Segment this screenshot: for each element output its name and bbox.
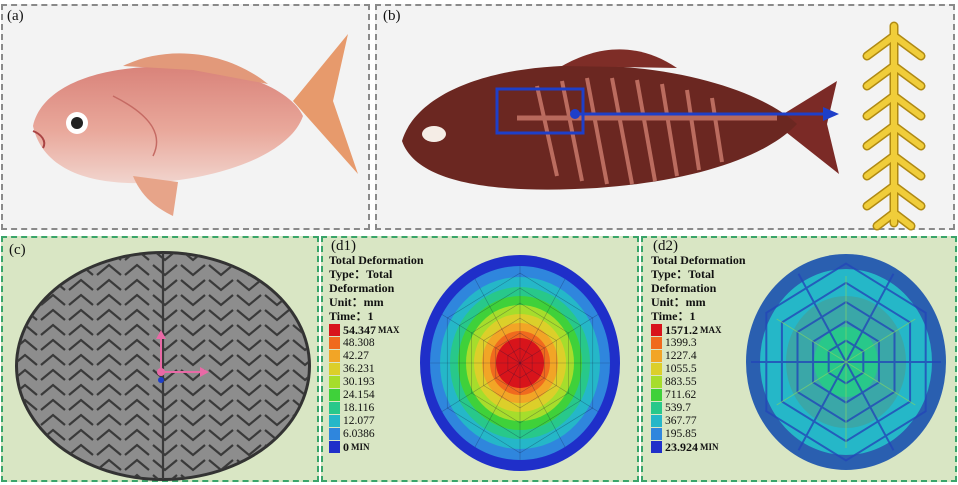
legend-min-tag: MIN — [351, 441, 370, 452]
panel-a-label: (a) — [7, 8, 24, 24]
legend-value: 18.116 — [343, 401, 375, 414]
legend-d2: Total Deformation Type：Total Deformation… — [651, 253, 746, 454]
deformation-contour-d1 — [420, 255, 620, 471]
legend-value: 48.308 — [343, 336, 375, 349]
legend-row: 6.0386 — [329, 427, 424, 440]
legend-row: 42.27 — [329, 349, 424, 362]
legend-time: Time：1 — [329, 309, 374, 323]
legend-row: 367.77 — [651, 414, 746, 427]
legend-value: 1227.4 — [665, 349, 697, 362]
legend-swatch — [329, 336, 340, 349]
legend-swatch — [329, 440, 340, 453]
legend-swatch — [651, 401, 662, 414]
legend-row: 1399.3 — [651, 336, 746, 349]
legend-row: 195.85 — [651, 427, 746, 440]
legend-swatch — [329, 401, 340, 414]
legend-row: 18.116 — [329, 401, 424, 414]
legend-swatch — [651, 414, 662, 427]
legend-swatch — [651, 349, 662, 362]
legend-max-tag: MAX — [700, 324, 722, 335]
panel-a: (a) — [1, 4, 370, 230]
legend-value: 0 — [343, 439, 349, 454]
legend-row: 0 MIN — [329, 439, 424, 454]
legend-row: 883.55 — [651, 375, 746, 388]
panel-b-label: (b) — [383, 8, 401, 24]
legend-value: 6.0386 — [343, 427, 375, 440]
fishbone-icon — [862, 21, 926, 231]
legend-row: 30.193 — [329, 375, 424, 388]
legend-value: 883.55 — [665, 375, 697, 388]
legend-row: 711.62 — [651, 388, 746, 401]
legend-value: 711.62 — [665, 388, 697, 401]
fish-icon — [32, 34, 358, 216]
coordinate-axes-icon — [156, 330, 209, 383]
legend-value: 1055.5 — [665, 362, 697, 375]
legend-row: 48.308 — [329, 336, 424, 349]
legend-title: Total Deformation — [651, 253, 746, 267]
panel-c-label: (c) — [9, 242, 26, 258]
xray-fish-icon — [402, 49, 839, 190]
panel-b: (b) — [375, 4, 955, 231]
legend-value: 1399.3 — [665, 336, 697, 349]
legend-row: 36.231 — [329, 362, 424, 375]
legend-value: 367.77 — [665, 414, 697, 427]
deformation-contour-d2 — [746, 254, 946, 470]
panel-d2-label: (d2) — [653, 238, 678, 254]
legend-swatch — [651, 427, 662, 440]
legend-row: 539.7 — [651, 401, 746, 414]
legend-swatch — [651, 375, 662, 388]
legend-swatch — [651, 336, 662, 349]
legend-d1: Total Deformation Type：Total Deformation… — [329, 253, 424, 454]
legend-unit: Unit：mm — [329, 295, 384, 309]
legend-swatch — [651, 323, 662, 336]
legend-swatch — [329, 414, 340, 427]
legend-swatch — [329, 388, 340, 401]
legend-swatch — [651, 440, 662, 453]
legend-type-2: Deformation — [651, 281, 717, 295]
legend-value: 30.193 — [343, 375, 375, 388]
legend-row: 1055.5 — [651, 362, 746, 375]
legend-value: 42.27 — [343, 349, 369, 362]
legend-row: 23.924 MIN — [651, 439, 746, 454]
legend-title: Total Deformation — [329, 253, 424, 267]
legend-value: 1571.2 — [665, 322, 698, 337]
legend-swatch — [651, 362, 662, 375]
legend-value: 539.7 — [665, 401, 691, 414]
chevron-pattern-icon — [15, 251, 311, 481]
legend-value: 54.347 — [343, 322, 376, 337]
panel-d1: (d1) Total Deformation Type：Total Deform… — [321, 236, 639, 482]
legend-type-2: Deformation — [329, 281, 395, 295]
legend-value: 195.85 — [665, 427, 697, 440]
legend-type: Type：Total — [329, 267, 393, 281]
legend-swatch — [329, 362, 340, 375]
panel-d1-label: (d1) — [331, 238, 356, 254]
legend-unit: Unit：mm — [651, 295, 706, 309]
legend-type: Type：Total — [651, 267, 715, 281]
legend-value: 12.077 — [343, 414, 375, 427]
panel-d2: (d2) Total Deformation Type：Total Deform… — [641, 236, 957, 482]
legend-row: 1571.2 MAX — [651, 322, 746, 337]
highlight-box — [495, 87, 585, 135]
legend-value: 23.924 — [665, 439, 698, 454]
legend-row: 1227.4 — [651, 349, 746, 362]
legend-value: 24.154 — [343, 388, 375, 401]
legend-row: 24.154 — [329, 388, 424, 401]
legend-time: Time：1 — [651, 309, 696, 323]
legend-min-tag: MIN — [700, 441, 719, 452]
legend-swatch — [651, 388, 662, 401]
legend-max-tag: MAX — [378, 324, 400, 335]
legend-swatch — [329, 427, 340, 440]
legend-value: 36.231 — [343, 362, 375, 375]
legend-swatch — [329, 375, 340, 388]
legend-row: 12.077 — [329, 414, 424, 427]
legend-swatch — [329, 323, 340, 336]
panel-c: (c) — [1, 236, 319, 482]
legend-row: 54.347 MAX — [329, 322, 424, 337]
legend-swatch — [329, 349, 340, 362]
